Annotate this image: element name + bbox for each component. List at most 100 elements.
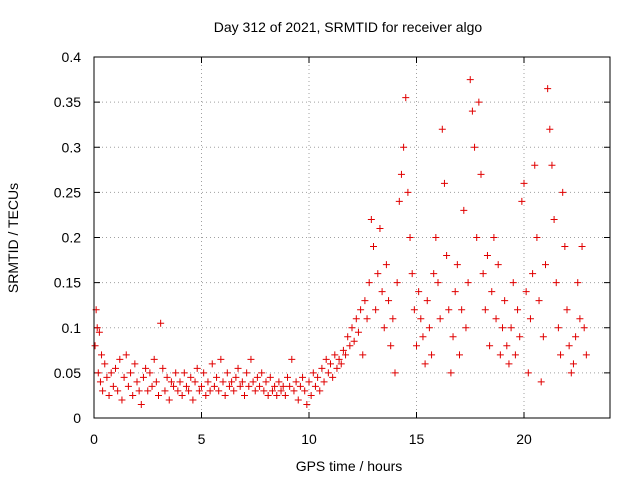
data-point: [122, 351, 130, 359]
data-point: [105, 391, 113, 399]
data-point: [494, 261, 502, 269]
data-point: [458, 306, 466, 314]
data-point: [281, 391, 289, 399]
x-axis-label: GPS time / hours: [296, 458, 403, 474]
data-point: [382, 261, 390, 269]
data-point: [221, 391, 229, 399]
data-point: [402, 94, 410, 102]
data-point: [101, 360, 109, 368]
data-point: [443, 252, 451, 260]
data-point: [94, 369, 102, 377]
data-point: [535, 297, 543, 305]
data-point: [131, 360, 139, 368]
data-point: [320, 378, 328, 386]
data-point: [462, 324, 470, 332]
data-point: [238, 378, 246, 386]
data-point: [352, 315, 360, 323]
data-point: [542, 261, 549, 269]
data-point: [139, 373, 147, 381]
data-point: [305, 378, 313, 386]
data-point: [167, 378, 175, 386]
data-point: [582, 351, 590, 359]
data-point: [578, 243, 586, 251]
data-point: [346, 342, 354, 350]
data-point: [174, 387, 182, 395]
axis-ticks: 0 0.05 0.1 0.15 0.2 0.25 0.3 0.35 0.4 0 5 10 15 20: [54, 49, 610, 447]
data-point: [178, 391, 186, 399]
data-point: [118, 396, 126, 404]
data-point: [468, 107, 476, 115]
data-point: [354, 328, 362, 336]
data-point: [316, 387, 324, 395]
data-point: [230, 387, 238, 395]
data-point: [404, 188, 412, 196]
data-point: [483, 252, 491, 260]
data-point: [432, 234, 440, 241]
data-point: [350, 337, 358, 345]
data-point: [434, 279, 442, 287]
data-point: [561, 243, 569, 251]
data-point: [554, 324, 562, 332]
data-point: [464, 279, 472, 287]
data-point: [180, 369, 188, 377]
data-point: [563, 306, 571, 314]
data-point: [96, 378, 104, 386]
data-point: [507, 324, 515, 332]
data-point: [400, 143, 408, 151]
data-point: [397, 170, 405, 178]
data-point: [537, 378, 545, 386]
x-tick-label: 0: [90, 431, 98, 447]
data-point: [157, 319, 165, 327]
data-point: [135, 387, 143, 395]
data-point: [496, 351, 504, 359]
data-point: [182, 382, 190, 390]
data-point: [425, 324, 433, 332]
data-point: [419, 333, 427, 341]
data-point: [137, 400, 145, 408]
y-tick-label: 0.05: [54, 365, 81, 381]
data-point: [393, 279, 401, 287]
data-point: [124, 382, 132, 390]
data-point: [344, 333, 352, 341]
data-point: [329, 373, 337, 381]
data-point: [574, 279, 582, 287]
data-point: [417, 315, 425, 323]
data-point: [473, 234, 481, 241]
data-point: [234, 364, 242, 372]
chart-title: Day 312 of 2021, SRMTID for receiver alg…: [214, 19, 483, 35]
data-point: [264, 391, 272, 399]
data-point: [213, 373, 221, 381]
data-point: [531, 161, 539, 169]
data-point: [522, 288, 530, 296]
data-point: [133, 378, 141, 386]
data-point: [410, 306, 418, 314]
data-point: [146, 369, 154, 377]
y-tick-label: 0: [73, 410, 81, 426]
data-point: [176, 378, 184, 386]
data-point: [361, 297, 369, 305]
data-point: [529, 270, 537, 278]
data-point: [557, 351, 565, 359]
data-point: [187, 373, 195, 381]
data-point: [271, 382, 279, 390]
data-point: [275, 378, 283, 386]
data-point: [526, 315, 534, 323]
data-point: [499, 324, 506, 332]
data-point: [378, 288, 386, 296]
data-point: [217, 355, 225, 363]
data-point: [546, 125, 554, 133]
data-point: [129, 391, 137, 399]
data-point: [98, 351, 106, 359]
data-point: [565, 342, 573, 350]
data-point: [159, 364, 167, 372]
x-tick-label: 10: [301, 431, 317, 447]
data-point: [260, 387, 268, 395]
data-point: [236, 382, 244, 390]
data-point: [367, 215, 375, 223]
data-point: [294, 396, 302, 404]
data-point: [460, 206, 468, 214]
data-point: [170, 382, 178, 390]
data-point: [112, 364, 119, 372]
data-point: [387, 342, 395, 350]
